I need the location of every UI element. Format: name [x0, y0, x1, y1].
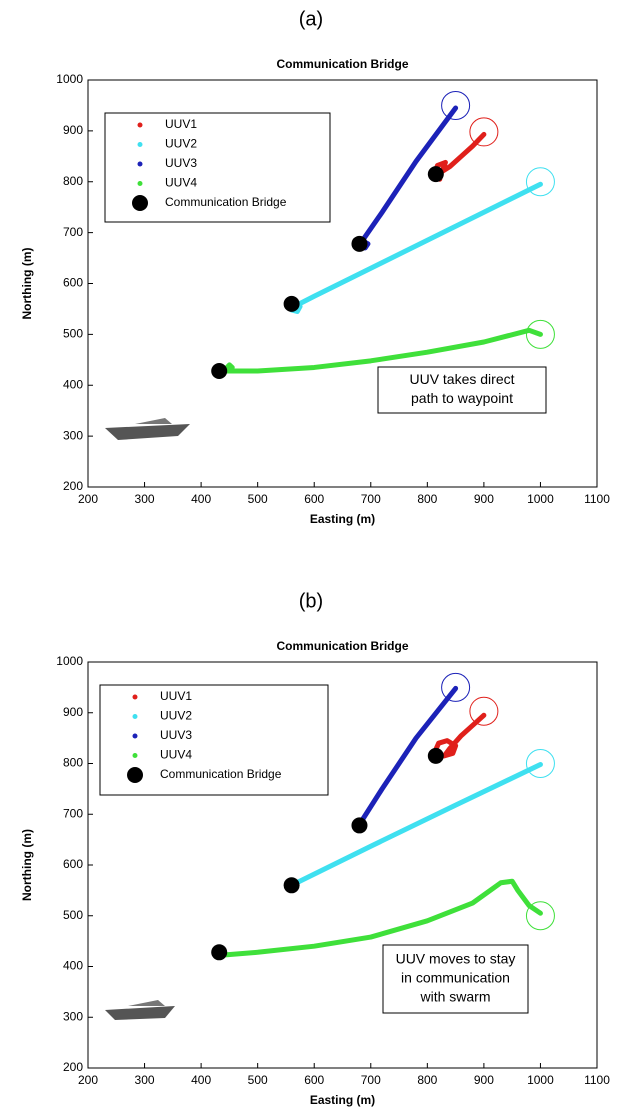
trajectory: [434, 715, 484, 756]
x-tick-label: 400: [191, 492, 211, 506]
legend-marker: [132, 195, 148, 211]
chart-title: Communication Bridge: [276, 639, 408, 653]
x-tick-label: 300: [135, 492, 155, 506]
x-tick-label: 400: [191, 1073, 211, 1087]
x-tick-label: 200: [78, 1073, 98, 1087]
y-axis-label: Northing (m): [20, 248, 34, 320]
legend-marker: [127, 767, 143, 783]
legend-label: Communication Bridge: [160, 767, 282, 781]
x-tick-label: 700: [361, 1073, 381, 1087]
x-tick-label: 800: [417, 1073, 437, 1087]
y-tick-label: 800: [63, 756, 83, 770]
bridge-point: [351, 817, 367, 833]
annotation: UUV takes direct: [409, 371, 514, 387]
bridge-point: [428, 748, 444, 764]
trajectory: [224, 330, 541, 371]
panel-label: (a): [299, 8, 323, 30]
trajectory: [219, 881, 540, 955]
y-axis-label: Northing (m): [20, 829, 34, 901]
y-tick-label: 400: [63, 377, 83, 391]
legend-marker: [133, 734, 138, 739]
bridge-point: [284, 877, 300, 893]
x-tick-label: 1000: [527, 492, 554, 506]
y-tick-label: 800: [63, 174, 83, 188]
waypoint: [442, 91, 470, 119]
bridge-point: [211, 944, 227, 960]
y-tick-label: 200: [63, 1060, 83, 1074]
x-tick-label: 600: [304, 1073, 324, 1087]
x-tick-label: 300: [135, 1073, 155, 1087]
y-tick-label: 600: [63, 857, 83, 871]
y-tick-label: 300: [63, 428, 83, 442]
x-axis-label: Easting (m): [310, 512, 375, 526]
x-axis-label: Easting (m): [310, 1093, 375, 1107]
x-tick-label: 900: [474, 1073, 494, 1087]
y-tick-label: 900: [63, 705, 83, 719]
legend-marker: [138, 142, 143, 147]
figure: (a) Communication Bridge Easting (m) Northi…: [0, 0, 622, 1107]
annotation: UUV moves to stay: [396, 951, 516, 967]
legend-label: UUV2: [165, 137, 197, 151]
annotation: path to waypoint: [411, 390, 513, 406]
legend-marker: [133, 714, 138, 719]
y-tick-label: 1000: [56, 72, 83, 86]
x-tick-label: 1100: [584, 1073, 610, 1087]
y-tick-label: 700: [63, 225, 83, 239]
x-tick-label: 600: [304, 492, 324, 506]
annotation: with swarm: [419, 989, 490, 1005]
x-tick-label: 900: [474, 492, 494, 506]
x-tick-label: 500: [248, 1073, 268, 1087]
legend-marker: [138, 162, 143, 167]
x-tick-label: 1000: [527, 1073, 554, 1087]
x-tick-label: 500: [248, 492, 268, 506]
legend-label: UUV4: [165, 176, 197, 190]
y-tick-label: 600: [63, 276, 83, 290]
y-tick-label: 900: [63, 123, 83, 137]
y-tick-label: 400: [63, 959, 83, 973]
bridge-point: [351, 236, 367, 252]
chart-title: Communication Bridge: [276, 57, 408, 71]
trajectory: [292, 765, 541, 886]
legend-label: UUV3: [165, 156, 197, 170]
legend-marker: [133, 695, 138, 700]
y-tick-label: 500: [63, 327, 83, 341]
legend-label: UUV3: [160, 728, 192, 742]
y-tick-label: 200: [63, 479, 83, 493]
legend-label: UUV1: [165, 117, 197, 131]
panel-label: (b): [299, 590, 323, 612]
legend-marker: [133, 753, 138, 758]
annotation: in communication: [401, 970, 510, 986]
x-tick-label: 800: [417, 492, 437, 506]
x-tick-label: 200: [78, 492, 98, 506]
y-tick-label: 300: [63, 1009, 83, 1023]
y-tick-label: 1000: [56, 654, 83, 668]
legend-label: UUV4: [160, 748, 192, 762]
legend-label: Communication Bridge: [165, 195, 287, 209]
x-tick-label: 700: [361, 492, 381, 506]
legend-label: UUV1: [160, 689, 192, 703]
y-tick-label: 700: [63, 806, 83, 820]
legend-label: UUV2: [160, 709, 192, 723]
y-tick-label: 500: [63, 908, 83, 922]
bridge-point: [211, 363, 227, 379]
x-tick-label: 1100: [584, 492, 610, 506]
legend-marker: [138, 181, 143, 186]
legend-marker: [138, 123, 143, 128]
bridge-point: [428, 166, 444, 182]
bridge-point: [284, 296, 300, 312]
